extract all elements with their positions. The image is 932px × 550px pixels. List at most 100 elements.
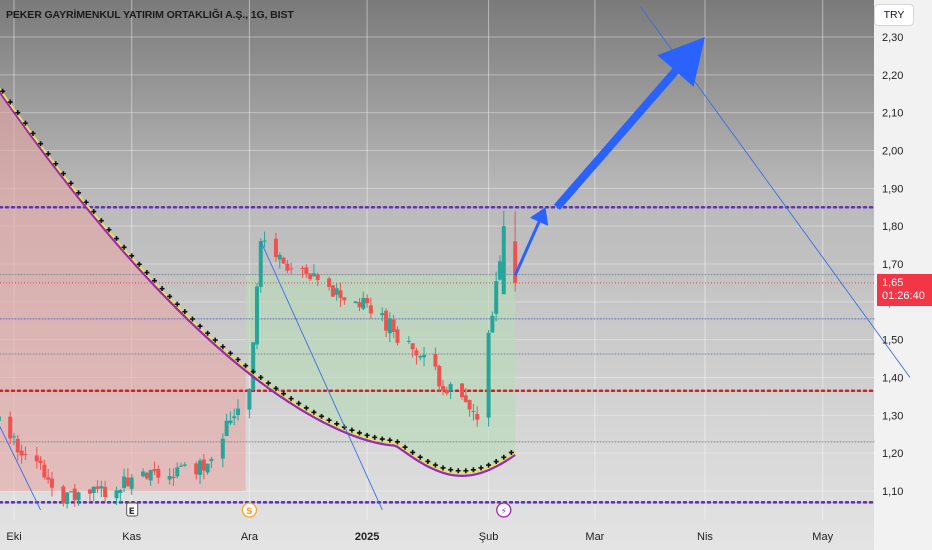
candle-body <box>236 408 241 416</box>
candle-body <box>65 492 70 505</box>
candle-body <box>182 464 187 466</box>
candle-body <box>475 413 480 420</box>
cross-marker <box>114 236 120 242</box>
candle-body <box>330 285 335 297</box>
cross-marker <box>227 350 233 356</box>
cross-marker <box>22 120 28 126</box>
candle-body <box>513 241 518 283</box>
candle-body <box>414 350 419 356</box>
candle-body <box>441 385 446 391</box>
candle-body <box>49 478 54 488</box>
y-tick-label: 1,70 <box>882 259 903 271</box>
candle-body <box>387 318 392 334</box>
candle-body <box>273 238 278 258</box>
y-tick-label: 1,90 <box>882 183 903 195</box>
earnings-icon[interactable] <box>126 502 139 517</box>
candle-body <box>87 489 92 494</box>
candle-body <box>198 460 203 475</box>
y-tick-label: 1,80 <box>882 221 903 233</box>
cross-marker <box>470 467 476 473</box>
x-tick-label: Ara <box>241 531 259 543</box>
candle-body <box>141 471 146 477</box>
candle-body <box>209 459 214 462</box>
cross-marker <box>288 396 294 402</box>
candle-body <box>95 486 100 489</box>
cross-marker <box>448 467 454 473</box>
lightning-icon[interactable] <box>496 502 512 518</box>
candle-body <box>251 342 256 391</box>
cross-marker <box>364 432 370 438</box>
cross-marker <box>197 323 203 329</box>
candle-body <box>410 343 415 350</box>
cross-marker <box>106 227 112 233</box>
cross-marker <box>349 427 355 433</box>
cross-marker <box>250 369 256 375</box>
y-tick-label: 2,10 <box>882 108 903 120</box>
y-tick-label: 1,40 <box>882 373 903 385</box>
candle-body <box>122 476 127 489</box>
bullish-zone <box>245 275 516 476</box>
candle-body <box>308 273 313 280</box>
candle-body <box>114 490 119 499</box>
candle-body <box>205 463 210 473</box>
cross-marker <box>440 465 446 471</box>
y-tick-label: 1,10 <box>882 486 903 498</box>
cross-marker <box>235 357 241 363</box>
candle-body <box>395 329 400 343</box>
x-tick-label: Mar <box>585 531 604 543</box>
currency-button[interactable]: TRY <box>874 4 914 26</box>
cross-marker <box>501 454 507 460</box>
cross-marker <box>402 444 408 450</box>
cross-marker <box>189 316 195 322</box>
cross-marker <box>379 436 385 442</box>
candle-body <box>490 315 495 333</box>
candle-body <box>99 486 104 489</box>
candle-body <box>232 416 237 419</box>
candle-body <box>342 297 347 301</box>
cross-marker <box>493 459 499 465</box>
candle-body <box>433 354 438 367</box>
candle-body <box>0 416 1 422</box>
bar-countdown: 01:26:40 <box>882 290 925 302</box>
cross-marker <box>30 130 36 136</box>
y-tick-label: 1,20 <box>882 448 903 460</box>
candle-body <box>380 313 385 316</box>
candle-body <box>471 411 476 413</box>
candle-body <box>460 383 465 398</box>
candle-body <box>42 464 47 478</box>
cross-marker <box>7 99 13 105</box>
candle-body <box>247 388 252 410</box>
x-tick-label: Nis <box>697 531 713 543</box>
cross-marker <box>15 110 21 116</box>
candle-body <box>277 254 282 260</box>
cross-marker <box>296 400 302 406</box>
event-label: ⚡ <box>501 507 507 517</box>
cross-marker <box>220 344 226 350</box>
candle-body <box>365 298 370 304</box>
candle-body <box>497 261 502 280</box>
cross-marker <box>387 437 393 443</box>
cross-marker <box>60 171 66 177</box>
candle-body <box>361 297 366 309</box>
candle-body <box>61 486 66 504</box>
cross-marker <box>98 218 104 224</box>
cross-marker <box>478 465 484 471</box>
candle-body <box>220 438 225 459</box>
candle-body <box>327 278 332 287</box>
cross-marker <box>205 330 211 336</box>
cross-marker <box>425 458 431 464</box>
cross-marker <box>326 417 332 423</box>
candle-body <box>315 274 320 280</box>
candle-body <box>353 301 358 304</box>
split-icon[interactable] <box>241 502 258 518</box>
candle-body <box>406 340 411 342</box>
candle-body <box>437 365 442 387</box>
cross-marker <box>159 286 165 292</box>
cross-marker <box>432 462 438 468</box>
candle-body <box>448 384 453 391</box>
cross-marker <box>68 180 74 186</box>
candle-body <box>34 455 39 462</box>
candle-body <box>262 240 267 242</box>
